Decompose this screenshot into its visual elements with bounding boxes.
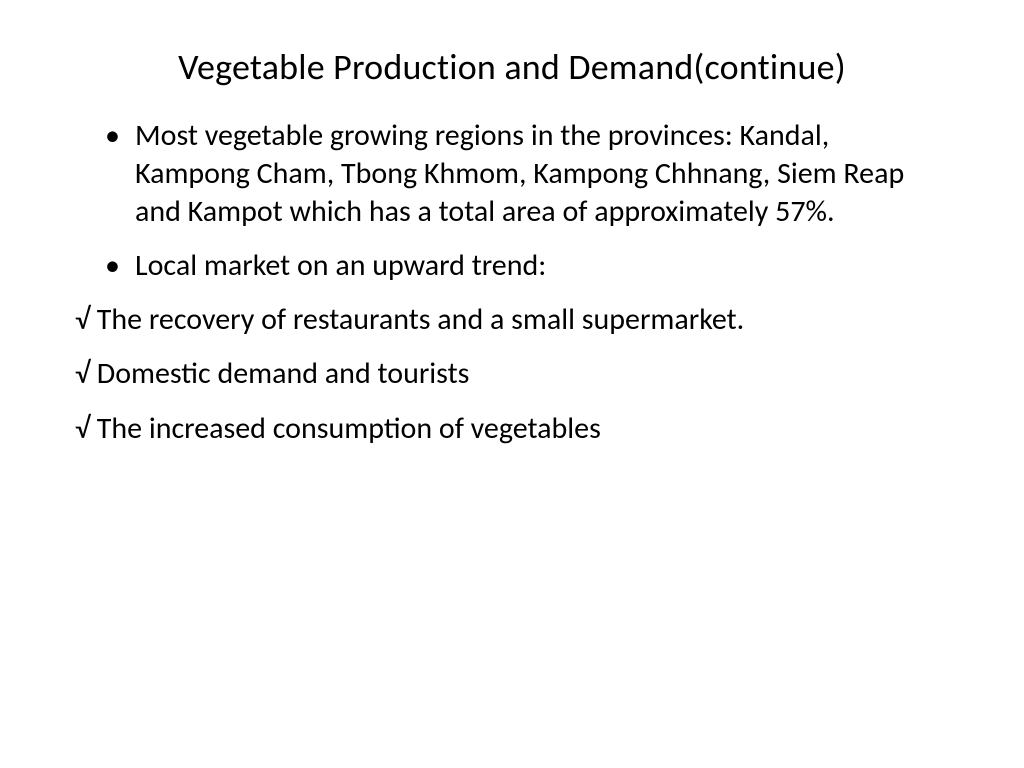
check-text: The increased consumption of vegetables bbox=[90, 410, 601, 447]
bullet-text: Local market on an upward trend: bbox=[135, 247, 949, 285]
bullet-marker-icon: • bbox=[105, 117, 135, 231]
check-marker-icon: √ bbox=[75, 355, 90, 392]
bullet-item: • Most vegetable growing regions in the … bbox=[75, 117, 949, 231]
check-item: √ Domestic demand and tourists bbox=[75, 355, 949, 393]
slide-content: • Most vegetable growing regions in the … bbox=[75, 117, 949, 448]
check-text: The recovery of restaurants and a small … bbox=[90, 301, 744, 338]
bullet-marker-icon: • bbox=[105, 247, 135, 285]
check-marker-icon: √ bbox=[75, 301, 90, 338]
check-text: Domestic demand and tourists bbox=[90, 355, 469, 392]
bullet-item: • Local market on an upward trend: bbox=[75, 247, 949, 285]
check-item: √ The recovery of restaurants and a smal… bbox=[75, 301, 949, 339]
check-item: √ The increased consumption of vegetable… bbox=[75, 410, 949, 448]
check-marker-icon: √ bbox=[75, 410, 90, 447]
bullet-text: Most vegetable growing regions in the pr… bbox=[135, 117, 949, 231]
slide-title: Vegetable Production and Demand(continue… bbox=[75, 45, 949, 89]
